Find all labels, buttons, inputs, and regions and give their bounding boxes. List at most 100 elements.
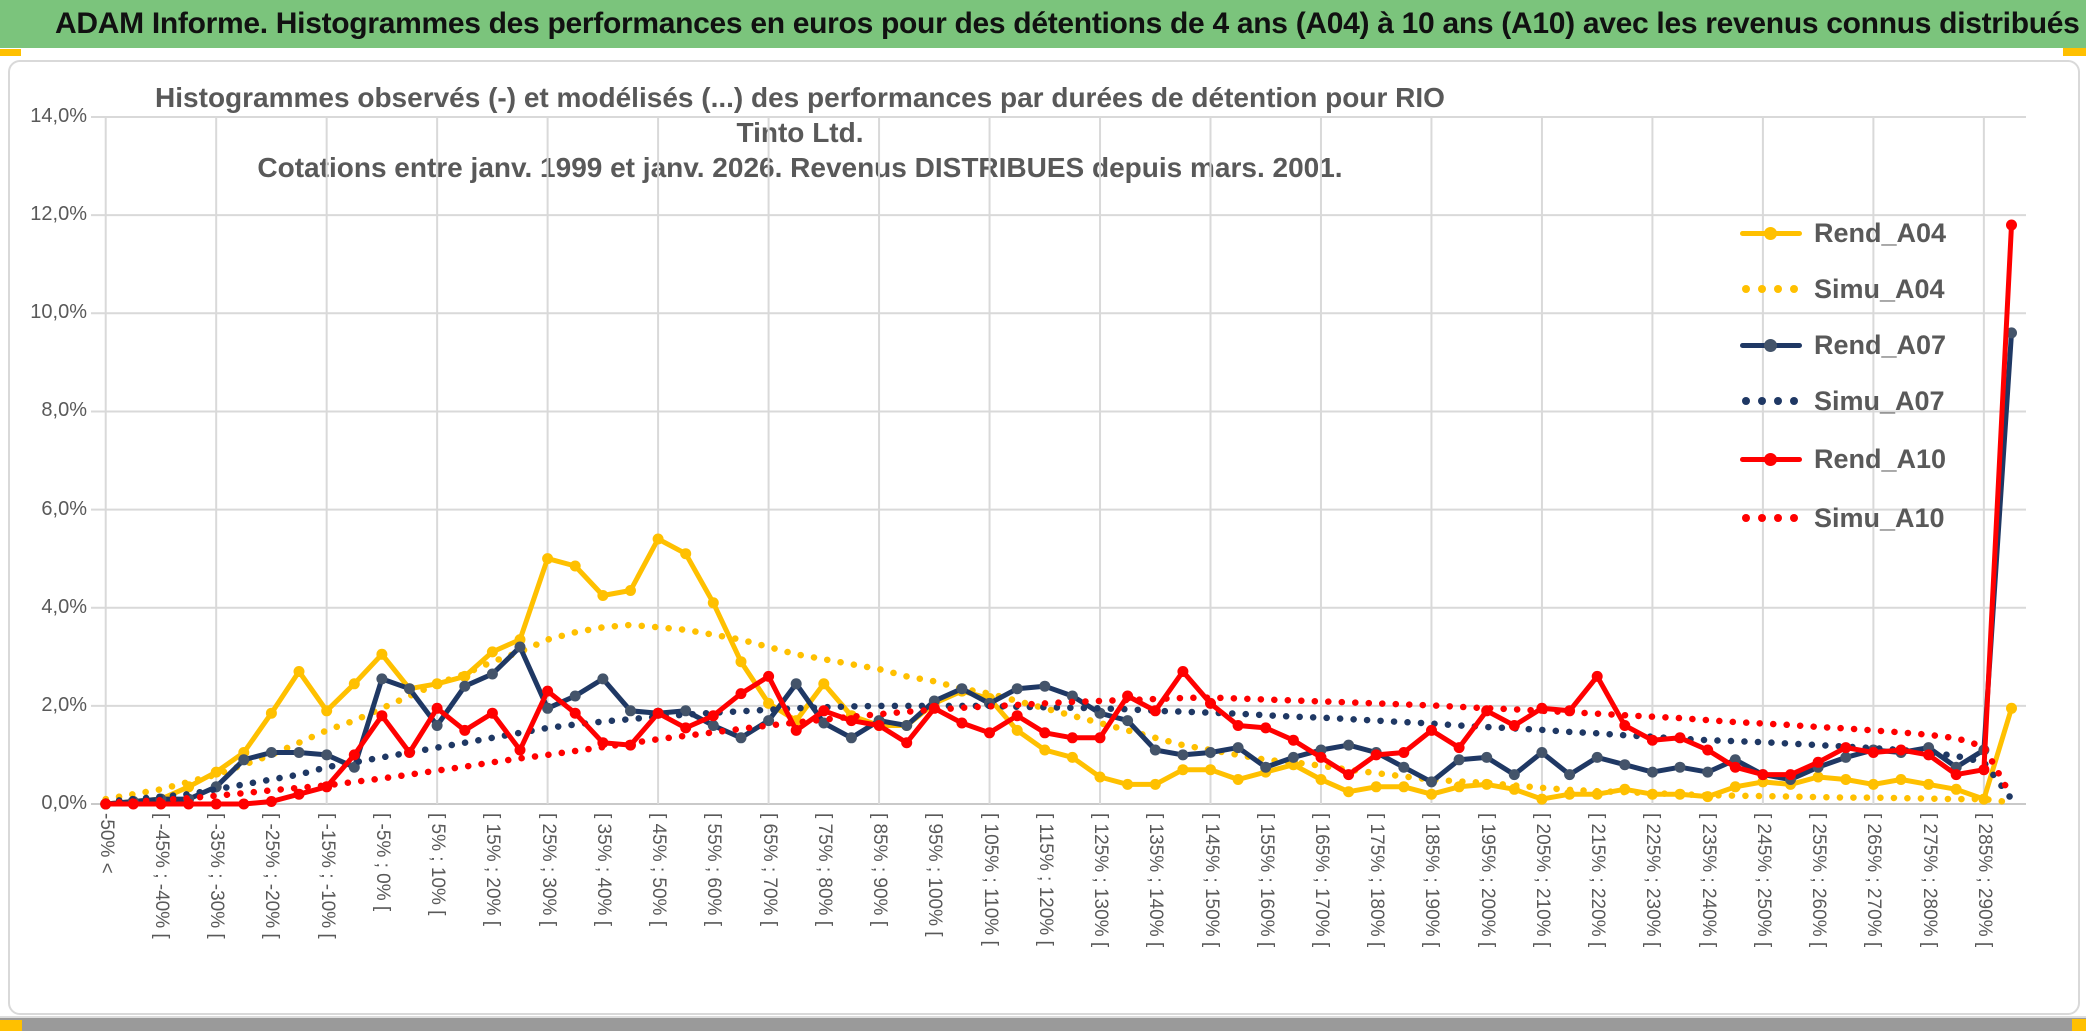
chart-frame[interactable] (8, 60, 2080, 1015)
marker-Rend_A04 (818, 678, 830, 690)
legend-label: Rend_A04 (1814, 217, 1947, 248)
marker-Rend_A04 (265, 707, 277, 719)
marker-Rend_A04 (1867, 778, 1879, 790)
marker-Rend_A04 (652, 533, 664, 545)
legend-item-Simu_A10[interactable]: Simu_A10 (1740, 502, 1945, 534)
marker-Rend_A04 (1370, 781, 1382, 793)
marker-Rend_A07 (1066, 690, 1078, 702)
marker-Rend_A04 (1232, 774, 1244, 785)
marker-Rend_A10 (707, 710, 719, 722)
x-tick-label: [ 135% ; 140% [ (1145, 813, 1167, 948)
marker-Rend_A07 (1039, 680, 1051, 692)
marker-Rend_A04 (680, 548, 692, 560)
v-gridlines (104, 117, 1985, 804)
legend-item-Rend_A04[interactable]: Rend_A04 (1740, 217, 1946, 249)
x-tick-label: [ -45% ; -40% [ (150, 813, 172, 939)
marker-Rend_A07 (404, 683, 415, 695)
marker-Rend_A10 (1287, 734, 1299, 746)
marker-Rend_A04 (569, 560, 581, 572)
marker-Rend_A07 (1591, 751, 1603, 763)
marker-Rend_A10 (265, 796, 277, 807)
x-tick-label: [ 265% ; 270% [ (1863, 813, 1885, 948)
marker-Rend_A10 (1343, 769, 1355, 781)
legend-item-Simu_A04[interactable]: Simu_A04 (1740, 273, 1945, 305)
marker-Rend_A07 (1646, 766, 1658, 778)
marker-Rend_A07 (1260, 761, 1272, 773)
marker-Rend_A04 (1039, 744, 1051, 756)
marker-Rend_A10 (293, 788, 305, 800)
marker-Rend_A07 (1177, 749, 1189, 761)
x-tick-label: [ -15% ; -10% [ (316, 813, 338, 939)
y-tick-label: 6,0% (41, 497, 87, 520)
marker-Rend_A07 (790, 678, 802, 690)
x-tick-label: [ 225% ; 230% [ (1642, 813, 1664, 948)
marker-Rend_A07 (1343, 739, 1355, 751)
x-tick-label: [ -35% ; -30% [ (206, 813, 228, 939)
marker-Rend_A07 (1840, 751, 1852, 763)
x-tick-label: [ 115% ; 120% [ (1034, 813, 1056, 946)
marker-Rend_A07 (321, 749, 333, 761)
x-tick-label: [ 75% ; 80% [ (813, 813, 835, 927)
bottom-bar[interactable] (0, 1018, 2086, 1031)
marker-Rend_A10 (1398, 747, 1410, 758)
marker-Rend_A04 (597, 590, 609, 601)
series-Simu_A04 (102, 621, 2015, 806)
marker-Rend_A10 (1702, 744, 1714, 756)
marker-Rend_A07 (1453, 754, 1465, 766)
series-Rend_A04 (100, 533, 2017, 810)
series-Rend_A10 (100, 219, 2017, 810)
y-tick-label: 0,0% (41, 792, 87, 814)
marker-Rend_A07 (597, 673, 609, 685)
marker-Rend_A07 (1619, 759, 1631, 771)
marker-Rend_A04 (321, 705, 333, 717)
marker-Rend_A07 (901, 720, 913, 731)
legend-item-Simu_A07[interactable]: Simu_A07 (1740, 385, 1945, 417)
marker-Rend_A04 (1205, 764, 1216, 776)
legend-item-Rend_A07[interactable]: Rend_A07 (1740, 329, 1946, 361)
marker-Rend_A10 (1260, 722, 1272, 734)
marker-Rend_A07 (818, 717, 830, 729)
marker-Rend_A07 (680, 705, 692, 717)
page-title: ADAM Informe. Histogrammes des performan… (55, 7, 2080, 40)
legend-dotted-icon (1740, 502, 1802, 534)
corner-accent-bottom-right (2072, 1019, 2086, 1031)
x-tick-label: [ 165% ; 170% [ (1310, 813, 1332, 948)
marker-Rend_A10 (376, 710, 388, 722)
chart-title: Histogrammes observés (-) et modélisés (… (150, 80, 1450, 185)
marker-Rend_A10 (818, 705, 830, 717)
marker-Rend_A07 (1564, 769, 1576, 781)
x-tick-label: [ 275% ; 280% [ (1918, 813, 1940, 948)
marker-Rend_A07 (569, 690, 581, 702)
marker-Rend_A07 (265, 747, 277, 758)
x-tick-label: [ 125% ; 130% [ (1090, 813, 1112, 948)
marker-Rend_A10 (1895, 744, 1907, 756)
marker-Rend_A04 (707, 597, 719, 609)
marker-Rend_A10 (238, 798, 250, 810)
x-tick-label: [ 155% ; 160% [ (1255, 813, 1277, 948)
x-tick-label: [ 25% ; 30% [ (537, 813, 559, 927)
x-tick-label: [ -5% ; 0% [ (371, 813, 393, 912)
marker-Rend_A10 (735, 688, 747, 700)
x-tick-label: [ 145% ; 150% [ (1200, 813, 1222, 948)
x-tick-label: [ 185% ; 190% [ (1421, 813, 1443, 948)
x-tick-label: [ 5% ; 10% [ (427, 813, 449, 916)
legend-label: Simu_A10 (1814, 502, 1945, 533)
x-tick-label: [ 45% ; 50% [ (648, 813, 670, 927)
marker-Rend_A07 (2006, 327, 2017, 339)
marker-Rend_A10 (956, 717, 968, 729)
x-tick-label: [ 255% ; 260% [ (1808, 813, 1830, 948)
marker-Rend_A10 (790, 724, 802, 736)
chart-title-line1: Histogrammes observés (-) et modélisés (… (155, 82, 1445, 148)
marker-Rend_A04 (1923, 778, 1935, 790)
marker-Rend_A10 (486, 707, 498, 719)
marker-Rend_A10 (1923, 749, 1935, 761)
marker-Rend_A10 (1757, 769, 1769, 781)
legend-item-Rend_A10[interactable]: Rend_A10 (1740, 443, 1946, 475)
legend-dotted-icon (1740, 273, 1802, 305)
x-tick-label: [ 55% ; 60% [ (703, 813, 725, 927)
marker-Rend_A10 (1674, 732, 1686, 744)
marker-Rend_A07 (431, 720, 443, 731)
marker-Rend_A10 (1177, 666, 1189, 677)
legend-label: Rend_A10 (1814, 443, 1947, 474)
